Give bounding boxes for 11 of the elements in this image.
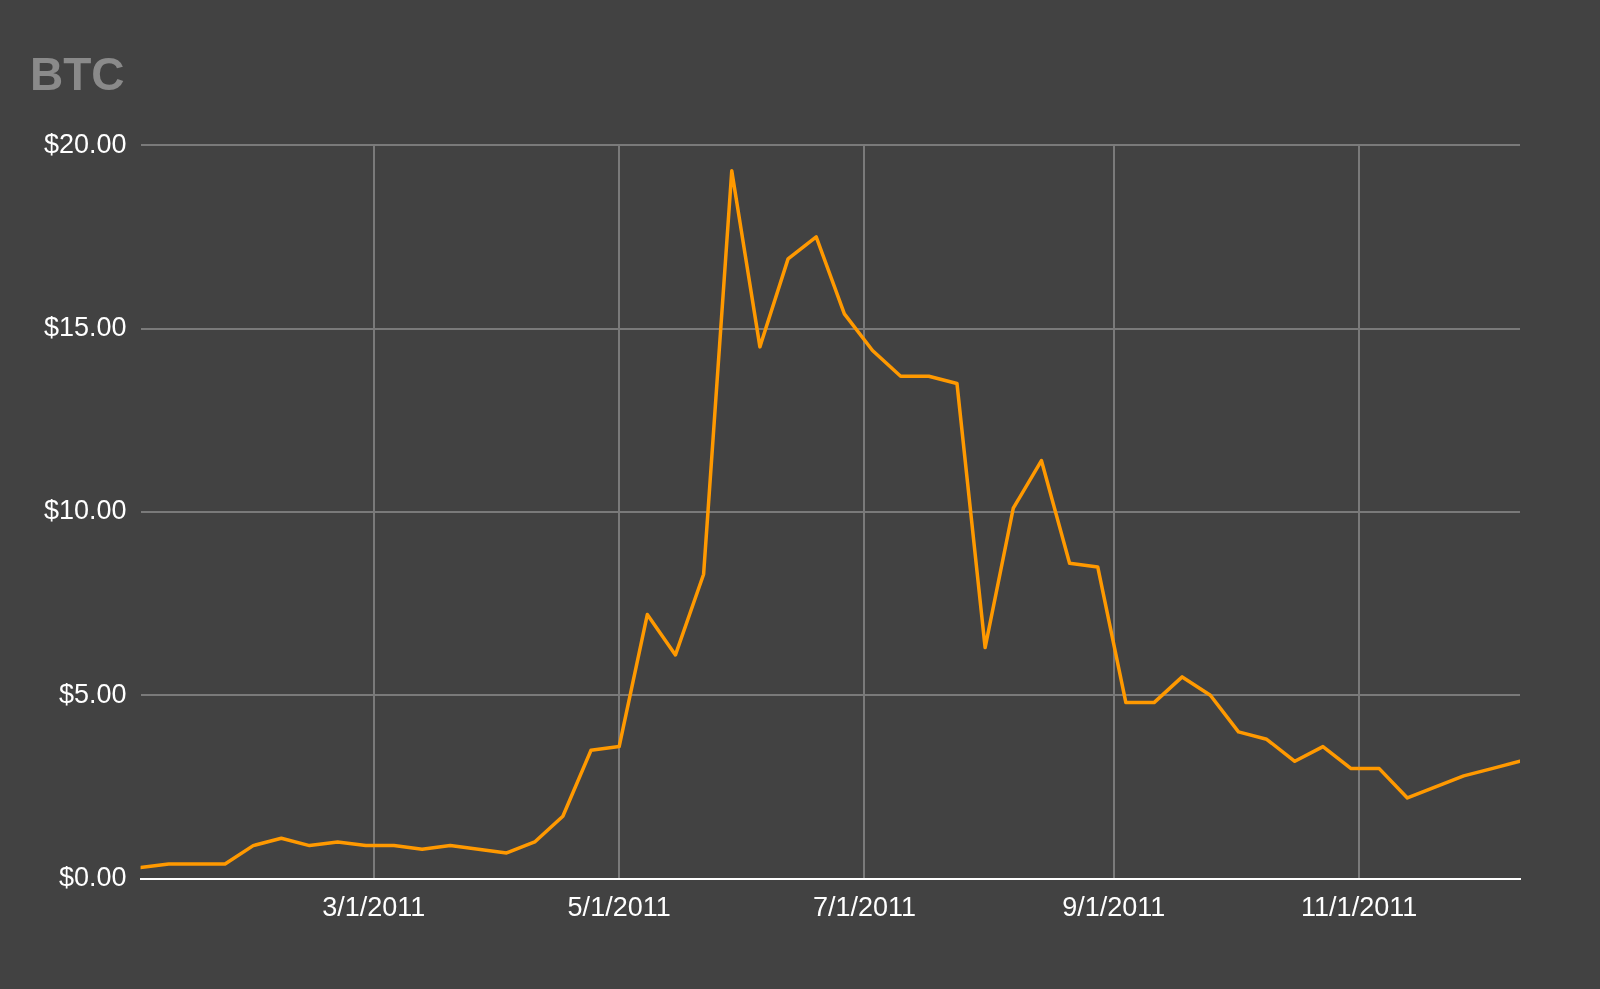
x-tick-label: 7/1/2011 (812, 892, 917, 923)
chart-title: BTC (30, 48, 125, 101)
y-tick-label: $10.00 (43, 495, 127, 526)
y-tick-label: $5.00 (59, 678, 127, 709)
x-tick-label: 11/1/2011 (1301, 892, 1418, 923)
x-tick-label: 5/1/2011 (567, 892, 671, 923)
x-tick-label: 9/1/2011 (1062, 892, 1166, 923)
x-tick-label: 3/1/2011 (322, 892, 426, 923)
y-tick-label: $20.00 (43, 128, 127, 159)
y-tick-label: $0.00 (59, 862, 127, 893)
y-tick-label: $15.00 (43, 312, 127, 342)
